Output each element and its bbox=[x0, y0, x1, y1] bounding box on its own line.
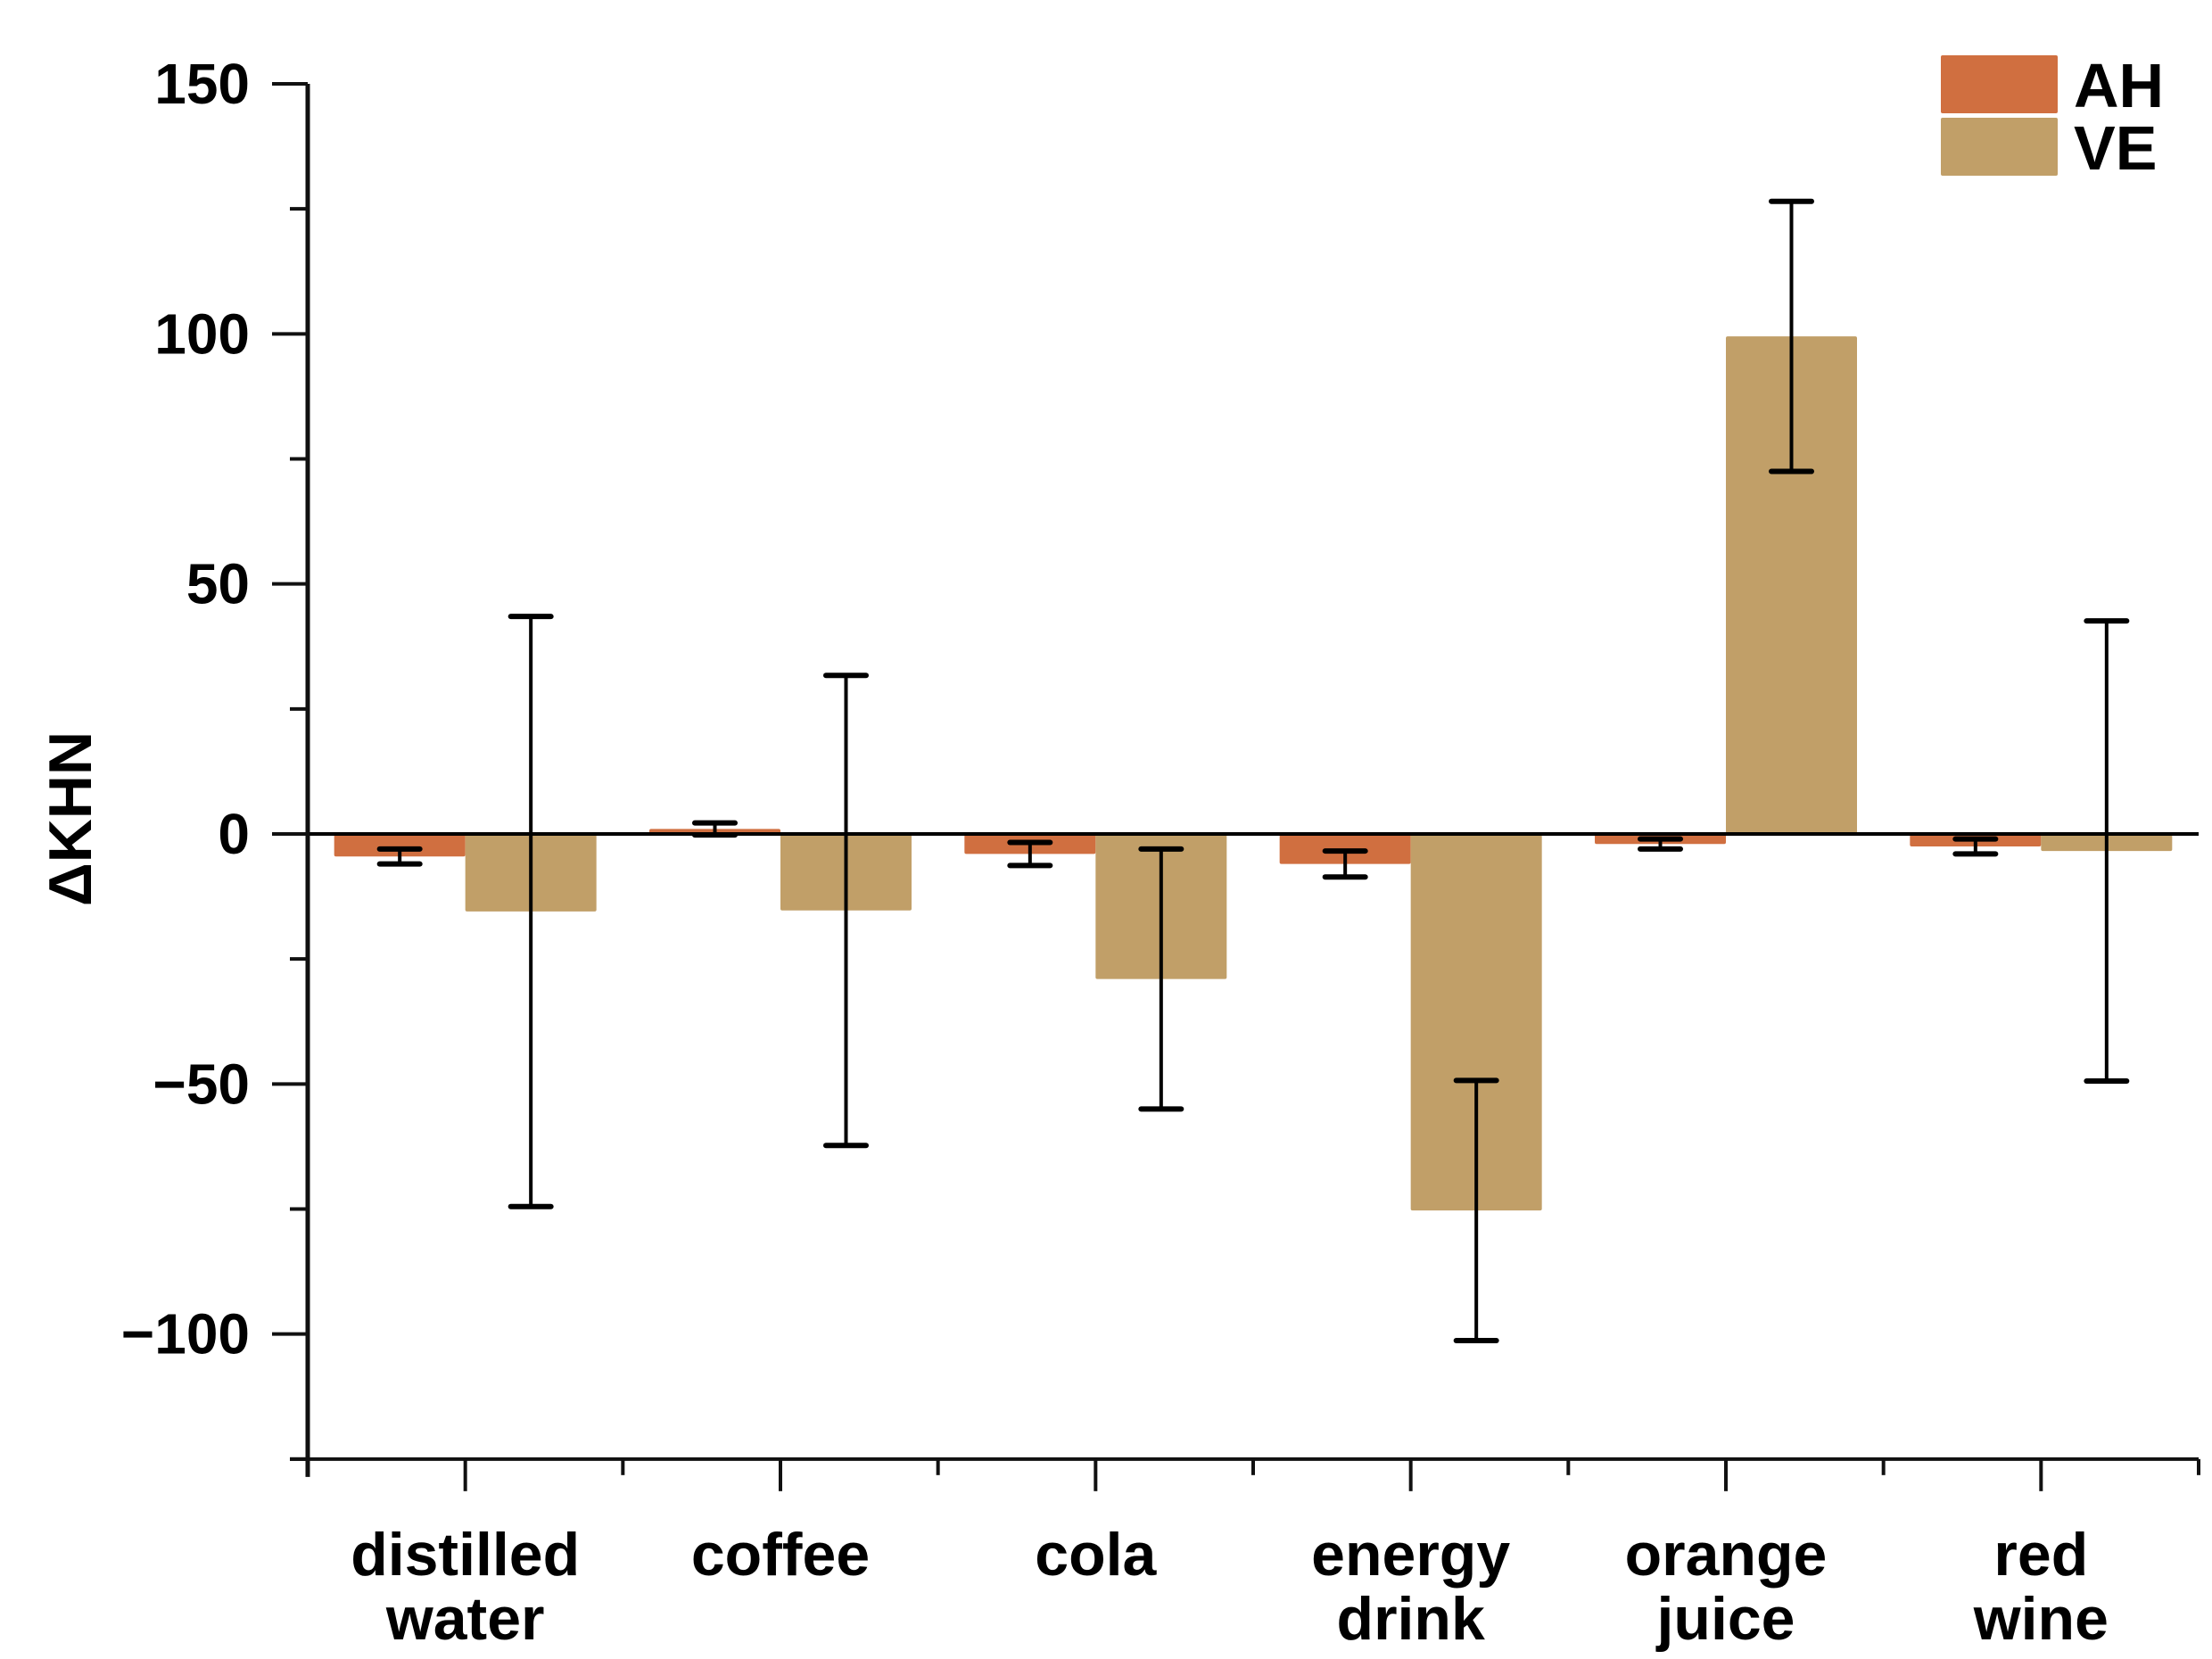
bar-ve-3 bbox=[1410, 834, 1542, 1211]
legend-swatch-ve bbox=[1941, 118, 2058, 176]
axes-layer bbox=[272, 82, 2200, 1491]
x-tick-label-line: drink bbox=[1337, 1585, 1485, 1653]
x-tick-label-line: orange bbox=[1625, 1521, 1828, 1589]
x-tick-label-line: distilled bbox=[351, 1521, 580, 1589]
x-tick-label-line: juice bbox=[1655, 1585, 1795, 1653]
x-tick-label: energy drink bbox=[1311, 1521, 1510, 1653]
error-bar-ah-0 bbox=[376, 846, 423, 867]
bars-layer bbox=[334, 336, 2173, 1211]
x-tick-label: red wine bbox=[1973, 1521, 2109, 1653]
error-bar-ve-4 bbox=[1769, 198, 1814, 475]
y-tick-label: 50 bbox=[186, 552, 250, 616]
error-bar-ve-3 bbox=[1453, 1077, 1499, 1343]
error-bar-ah-3 bbox=[1322, 848, 1368, 880]
x-tick-label-line: coffee bbox=[691, 1521, 870, 1589]
x-tick-label-line: cola bbox=[1035, 1521, 1157, 1589]
x-tick-label: distilled water bbox=[351, 1521, 580, 1653]
y-tick-label: −100 bbox=[121, 1302, 250, 1366]
error-bars-layer bbox=[376, 198, 2130, 1343]
labels-layer: 150 100 50 0 −50 −100 distilled water coffee cola… bbox=[121, 52, 2109, 1653]
x-tick-label-line: water bbox=[385, 1585, 545, 1653]
x-tick-label-line: red bbox=[1993, 1521, 2088, 1589]
x-tick-label: cola bbox=[1035, 1521, 1157, 1589]
y-axis-label: ΔKHN bbox=[37, 731, 104, 906]
x-tick-label-line: wine bbox=[1973, 1585, 2109, 1653]
legend-label-ve: VE bbox=[2074, 113, 2157, 183]
y-tick-label: −50 bbox=[153, 1052, 250, 1116]
error-bar-ve-2 bbox=[1138, 846, 1184, 1112]
error-bar-ah-5 bbox=[1952, 836, 1999, 857]
legend-label-ah: AH bbox=[2074, 51, 2164, 120]
error-bar-ah-1 bbox=[692, 820, 738, 838]
x-tick-label: orange juice bbox=[1625, 1521, 1828, 1653]
error-bar-ah-2 bbox=[1007, 839, 1053, 869]
legend-swatch-ah bbox=[1941, 55, 2058, 113]
error-bar-ah-4 bbox=[1638, 836, 1683, 852]
error-bar-ve-5 bbox=[2084, 618, 2130, 1084]
x-tick-label-line: energy bbox=[1311, 1521, 1510, 1589]
y-tick-label: 0 bbox=[218, 802, 250, 866]
error-bar-ve-1 bbox=[823, 673, 869, 1149]
error-bar-ve-0 bbox=[508, 614, 554, 1209]
x-tick-label: coffee bbox=[691, 1521, 870, 1589]
y-tick-label: 100 bbox=[154, 301, 250, 366]
y-tick-label: 150 bbox=[154, 52, 250, 116]
bar-ve-4 bbox=[1726, 336, 1857, 834]
bar-ah-0 bbox=[334, 834, 466, 857]
